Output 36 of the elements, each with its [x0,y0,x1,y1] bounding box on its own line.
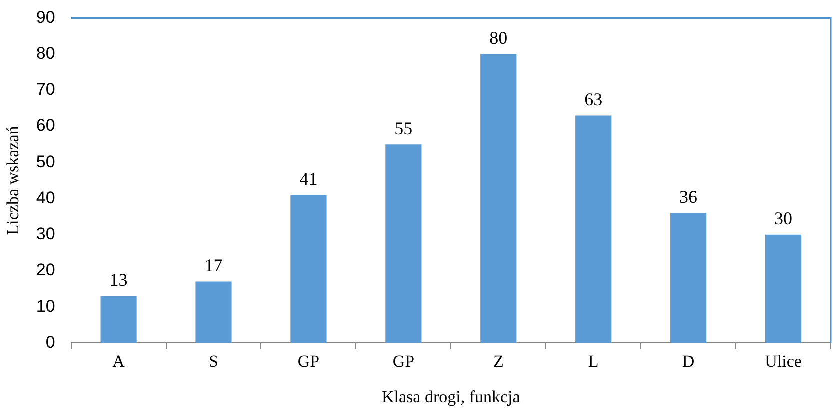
bar [100,296,137,344]
bar [196,282,232,344]
data-label: 36 [680,186,698,207]
y-tick-label: 10 [36,296,56,316]
x-tick-label: Ulice [765,352,802,371]
data-label: 13 [110,270,128,290]
x-axis-title: Klasa drogi, funkcja [382,387,521,406]
y-tick-label: 40 [36,188,56,208]
y-tick-label: 20 [36,260,56,280]
y-tick-label: 30 [36,224,56,244]
data-label: 17 [204,256,223,276]
bar [765,234,802,344]
x-tick-label: D [682,352,695,371]
bar [290,195,327,344]
y-tick-label: 90 [36,8,56,27]
x-tick-label: GP [298,352,320,371]
x-tick-label: GP [392,352,415,371]
bar [386,144,422,344]
data-label: 63 [584,89,603,110]
x-tick-label: S [209,352,218,371]
x-tick-label: A [112,352,126,371]
y-tick-label: 0 [46,332,56,352]
bar [480,54,517,344]
bar [576,116,612,344]
x-tick-label: Z [493,352,504,371]
x-tick-label: L [588,352,599,371]
y-tick-label: 70 [36,80,56,100]
y-tick-label: 80 [36,44,56,63]
data-label: 30 [774,208,793,229]
data-label: 41 [300,168,318,189]
y-tick-label: 50 [36,152,56,172]
y-tick-label: 60 [36,116,56,136]
data-label: 80 [490,28,508,48]
bar [670,213,707,344]
y-axis-title: Liczba wskazań [4,126,23,236]
data-label: 55 [394,118,413,138]
